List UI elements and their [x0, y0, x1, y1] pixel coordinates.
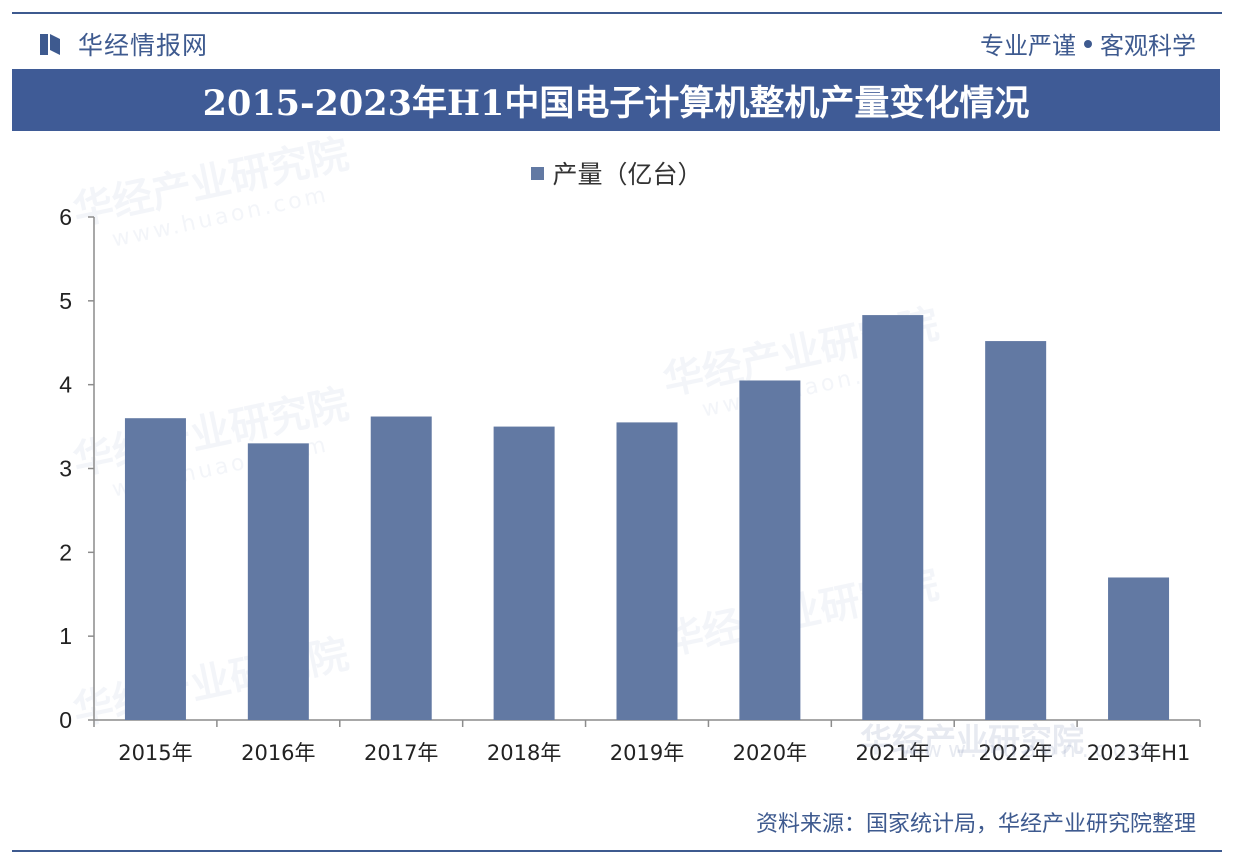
x-tick-label: 2017年: [364, 741, 438, 765]
y-tick-label: 1: [59, 623, 72, 649]
x-tick-label: 2018年: [487, 741, 561, 765]
legend-label: 产量（亿台）: [552, 160, 703, 189]
bar: [1108, 577, 1170, 720]
title-banner: 2015-2023年H1中国电子计算机整机产量变化情况: [12, 69, 1220, 131]
bar: [493, 426, 555, 720]
bar: [985, 341, 1047, 720]
y-tick-label: 0: [59, 707, 72, 733]
legend: 产量（亿台）: [0, 155, 1234, 191]
legend-swatch: [531, 166, 545, 180]
bottom-rule: [12, 850, 1222, 852]
slogan-left: 专业严谨: [980, 32, 1076, 60]
bar: [124, 418, 186, 720]
y-tick-label: 3: [59, 456, 72, 482]
y-tick-label: 2: [59, 539, 72, 565]
bar: [616, 422, 678, 720]
top-rule: [12, 12, 1222, 14]
bar: [370, 416, 432, 720]
x-tick-label: 2023年H1: [1087, 741, 1191, 765]
slogan-right: 客观科学: [1100, 32, 1196, 60]
brand: 华经情报网: [40, 26, 208, 62]
slogan: 专业严谨 客观科学: [980, 26, 1196, 61]
x-tick-label: 2015年: [118, 741, 192, 765]
bar: [862, 315, 924, 720]
bar: [247, 443, 309, 720]
source-note: 资料来源：国家统计局，华经产业研究院整理: [755, 812, 1196, 837]
x-tick-label: 2019年: [610, 741, 684, 765]
x-tick-label: 2016年: [241, 741, 315, 765]
x-tick-label: 2020年: [733, 741, 807, 765]
chart-title: 2015-2023年H1中国电子计算机整机产量变化情况: [202, 82, 1030, 124]
brand-name: 华经情报网: [78, 31, 209, 60]
x-tick-label: 2021年: [856, 741, 930, 765]
y-tick-label: 4: [59, 372, 72, 398]
y-tick-label: 5: [59, 288, 72, 314]
bar: [739, 380, 801, 720]
brand-logo-icon: [40, 34, 60, 55]
slogan-dot-icon: [1084, 39, 1092, 48]
y-tick-label: 6: [59, 204, 72, 230]
x-tick-label: 2022年: [978, 741, 1052, 765]
